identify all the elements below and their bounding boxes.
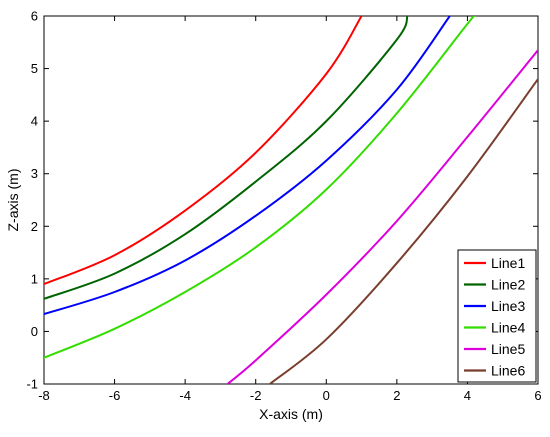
legend-label-2: Line2 <box>491 277 525 293</box>
x-tick-label-4: 0 <box>323 388 330 403</box>
legend-label-6: Line6 <box>491 363 525 379</box>
y-tick-label-6: 5 <box>31 61 38 76</box>
y-tick-label-1: 0 <box>31 324 38 339</box>
legend-label-3: Line3 <box>491 298 525 314</box>
x-axis-title: X-axis (m) <box>259 406 323 422</box>
y-axis-title: Z-axis (m) <box>5 169 21 232</box>
y-tick-label-0: -1 <box>26 377 38 392</box>
y-tick-label-3: 2 <box>31 219 38 234</box>
series-line-5 <box>226 49 538 384</box>
x-tick-label-1: -6 <box>109 388 121 403</box>
tick-label-group: -8 -6 -4 -2 0 2 4 6 -1 0 1 2 3 4 5 6 <box>26 9 541 404</box>
legend-label-1: Line1 <box>491 255 525 271</box>
legend-label-5: Line5 <box>491 341 525 357</box>
x-tick-label-7: 6 <box>534 388 541 403</box>
y-tick-label-4: 3 <box>31 166 38 181</box>
legend-label-4: Line4 <box>491 320 525 336</box>
series-line-4 <box>44 16 476 359</box>
x-tick-label-3: -2 <box>250 388 262 403</box>
legend-box <box>457 249 537 383</box>
y-tick-label-5: 4 <box>31 114 38 129</box>
x-tick-label-0: -8 <box>38 388 50 403</box>
series-line-3 <box>44 16 451 316</box>
y-tick-label-2: 1 <box>31 271 38 286</box>
x-tick-label-5: 2 <box>393 388 400 403</box>
x-tick-label-2: -4 <box>179 388 191 403</box>
x-tick-label-6: 4 <box>464 388 471 403</box>
series-line-6 <box>268 78 538 384</box>
series-group <box>44 16 538 384</box>
series-line-2 <box>44 16 409 300</box>
series-line-1 <box>44 16 363 286</box>
y-tick-label-7: 6 <box>31 9 38 24</box>
legend: Line1 Line2 Line3 Line4 Line5 Line6 <box>457 249 537 383</box>
